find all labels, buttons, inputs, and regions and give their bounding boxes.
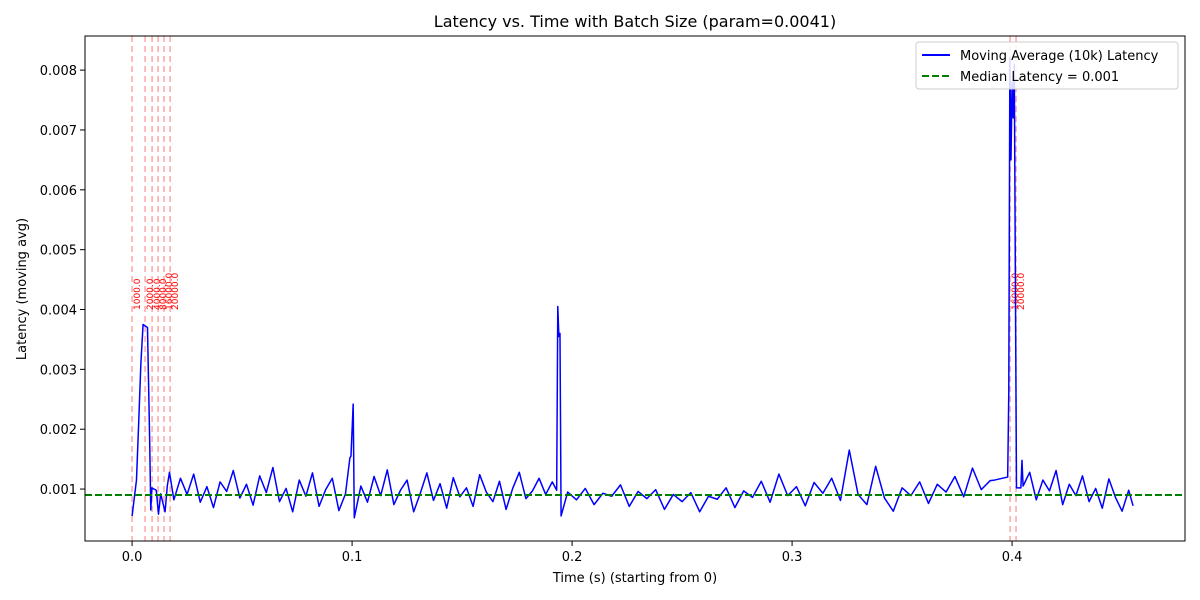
batch-label: 8000.0 bbox=[159, 278, 169, 310]
y-tick-label: 0.001 bbox=[40, 483, 77, 498]
batch-label: 4000.0 bbox=[153, 278, 163, 310]
y-axis-label: Latency (moving avg) bbox=[15, 218, 30, 360]
y-tick-label: 0.004 bbox=[40, 304, 77, 319]
y-tick-label: 0.005 bbox=[40, 244, 77, 259]
legend-label: Median Latency = 0.001 bbox=[960, 70, 1119, 85]
batch-label: 20000.0 bbox=[1017, 273, 1027, 310]
x-axis-label: Time (s) (starting from 0) bbox=[552, 571, 717, 586]
x-tick-label: 0.4 bbox=[1002, 550, 1023, 565]
y-tick-label: 0.007 bbox=[40, 124, 77, 139]
batch-label: 2000.0 bbox=[146, 278, 156, 310]
batch-label: 16000.0 bbox=[165, 273, 175, 310]
y-tick-label: 0.006 bbox=[40, 184, 77, 199]
x-tick-label: 0.2 bbox=[562, 550, 583, 565]
legend-label: Moving Average (10k) Latency bbox=[960, 49, 1159, 64]
chart-title: Latency vs. Time with Batch Size (param=… bbox=[434, 12, 836, 31]
y-tick-label: 0.003 bbox=[40, 363, 77, 378]
y-tick-label: 0.002 bbox=[40, 423, 77, 438]
batch-label: 20000.0 bbox=[171, 273, 181, 310]
data-line bbox=[131, 57, 1134, 519]
y-tick-label: 0.008 bbox=[40, 64, 77, 79]
x-tick-label: 0.0 bbox=[122, 550, 143, 565]
x-tick-label: 0.1 bbox=[342, 550, 363, 565]
legend-box bbox=[915, 41, 1179, 90]
plot-frame bbox=[84, 35, 1186, 542]
batch-label: 1000.0 bbox=[133, 278, 143, 310]
x-tick-label: 0.3 bbox=[782, 550, 803, 565]
